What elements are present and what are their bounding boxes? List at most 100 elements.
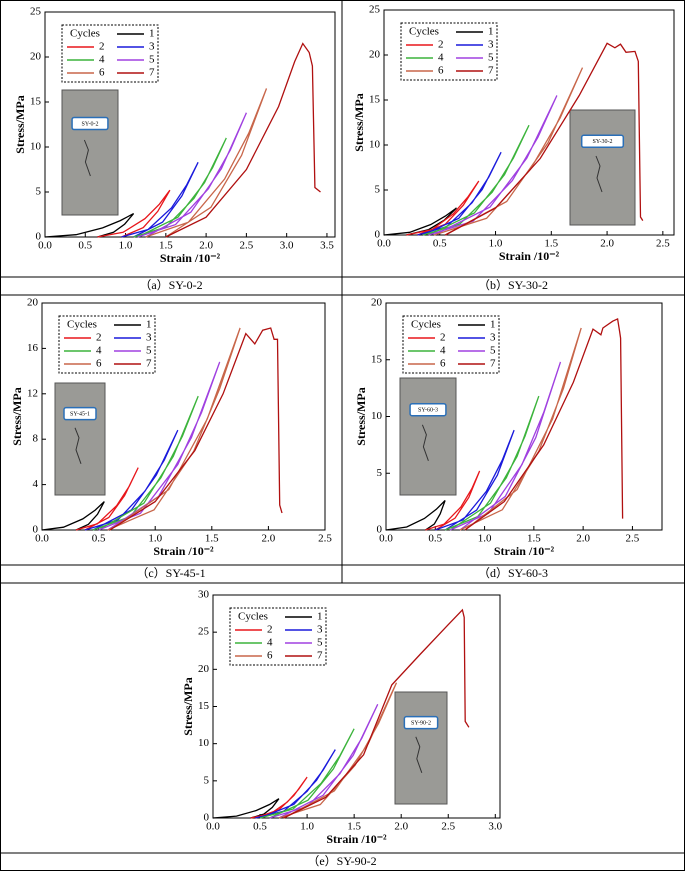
- series-line: [444, 395, 540, 531]
- legend-label: 6: [438, 65, 444, 77]
- x-axis-label: Strain /10⁻²: [494, 544, 555, 558]
- y-tick-label: 12: [27, 387, 38, 399]
- y-tick-label: 15: [198, 700, 210, 712]
- x-tick-label: 1.0: [119, 240, 133, 252]
- x-tick-label: 0.0: [35, 533, 49, 545]
- series-line: [383, 207, 457, 236]
- legend-label: 3: [317, 624, 323, 636]
- photo-label: SY-45-1: [70, 412, 90, 418]
- x-tick-label: 1.5: [159, 240, 173, 252]
- x-tick-label: 1.0: [148, 533, 162, 545]
- series-line: [255, 749, 336, 819]
- legend-title: Cycles: [70, 28, 100, 40]
- photo-label: SY-30-2: [592, 139, 612, 145]
- caption: （a）SY-0-2: [139, 278, 202, 292]
- series-line: [385, 500, 446, 531]
- x-tick-label: 2.0: [199, 240, 213, 252]
- x-tick-label: 3.0: [280, 240, 294, 252]
- crack: [421, 424, 429, 461]
- series-line: [259, 728, 355, 819]
- legend-label: 4: [440, 345, 446, 357]
- y-tick-label: 20: [371, 297, 383, 309]
- series-line: [464, 317, 624, 531]
- series-line: [278, 682, 398, 819]
- x-tick-label: 0.5: [433, 238, 447, 250]
- legend-label: 1: [149, 28, 155, 40]
- x-tick-label: 2.5: [656, 238, 670, 250]
- y-tick-label: 16: [27, 342, 39, 354]
- x-tick-label: 3.0: [488, 821, 502, 833]
- series-line: [434, 67, 584, 236]
- series-line: [109, 327, 283, 531]
- photo-tag: [71, 116, 109, 131]
- photo-tag: [580, 134, 625, 149]
- photo-tag: [403, 715, 439, 730]
- x-tick-label: 2.0: [600, 238, 614, 250]
- series-line: [406, 180, 480, 236]
- y-tick-label: 20: [198, 663, 210, 675]
- legend-label: 2: [440, 332, 446, 344]
- y-tick-label: 0: [204, 812, 210, 824]
- x-tick-label: 0.0: [38, 240, 52, 252]
- legend-label: 1: [317, 611, 323, 623]
- y-tick-label: 4: [33, 478, 39, 490]
- y-tick-label: 5: [377, 467, 383, 479]
- series-line: [97, 189, 171, 238]
- y-tick-label: 10: [369, 139, 381, 151]
- x-axis-label: Strain /10⁻²: [160, 251, 221, 265]
- x-axis-label: Strain /10⁻²: [153, 544, 214, 558]
- x-tick-label: 0.5: [253, 821, 267, 833]
- legend-label: 2: [96, 332, 102, 344]
- legend-label: 2: [438, 39, 444, 51]
- x-tick-label: 1.5: [527, 533, 541, 545]
- legend-label: 7: [317, 650, 323, 662]
- caption: （d）SY-60-3: [478, 566, 548, 580]
- caption: （c）SY-45-1: [136, 566, 205, 580]
- y-axis-label: Stress/MPa: [354, 387, 368, 445]
- legend-label: 3: [488, 39, 494, 51]
- x-tick-label: 2.5: [626, 533, 640, 545]
- series-line: [417, 151, 502, 236]
- legend-label: 7: [146, 358, 152, 370]
- legend-label: 2: [267, 624, 273, 636]
- legend-label: 4: [267, 637, 273, 649]
- photo-tag: [63, 406, 97, 421]
- specimen-photo: [399, 377, 457, 496]
- x-tick-label: 2.0: [394, 821, 408, 833]
- series-line: [84, 429, 179, 531]
- y-tick-label: 20: [30, 51, 42, 63]
- y-tick-label: 25: [198, 626, 210, 638]
- series-line: [428, 95, 558, 236]
- legend-label: 1: [490, 319, 496, 331]
- legend-label: 5: [146, 345, 152, 357]
- y-tick-label: 0: [375, 229, 381, 241]
- legend-label: 3: [146, 332, 152, 344]
- legend-label: 4: [99, 54, 105, 66]
- y-axis-label: Stress/MPa: [352, 93, 366, 151]
- y-axis-label: Stress/MPa: [10, 387, 24, 445]
- legend-label: 6: [99, 67, 105, 79]
- legend-label: 2: [99, 41, 105, 53]
- legend-label: 7: [488, 65, 494, 77]
- y-tick-label: 8: [33, 433, 39, 445]
- specimen-photo: [569, 109, 636, 226]
- legend-label: 5: [149, 54, 155, 66]
- x-tick-label: 2.5: [318, 533, 332, 545]
- y-tick-label: 15: [371, 353, 383, 365]
- y-tick-label: 15: [369, 94, 381, 106]
- y-tick-label: 5: [204, 774, 210, 786]
- x-tick-label: 1.5: [347, 821, 361, 833]
- legend-label: 7: [490, 358, 496, 370]
- legend-label: 4: [96, 345, 102, 357]
- series-line: [165, 42, 321, 238]
- x-tick-label: 2.0: [262, 533, 276, 545]
- legend-label: 6: [96, 358, 102, 370]
- legend-label: 4: [438, 52, 444, 64]
- crack: [415, 736, 423, 773]
- y-axis-label: Stress/MPa: [181, 677, 195, 735]
- y-tick-label: 5: [375, 184, 381, 196]
- legend-title: Cycles: [67, 319, 97, 331]
- y-tick-label: 5: [36, 186, 42, 198]
- x-tick-label: 0.0: [379, 533, 393, 545]
